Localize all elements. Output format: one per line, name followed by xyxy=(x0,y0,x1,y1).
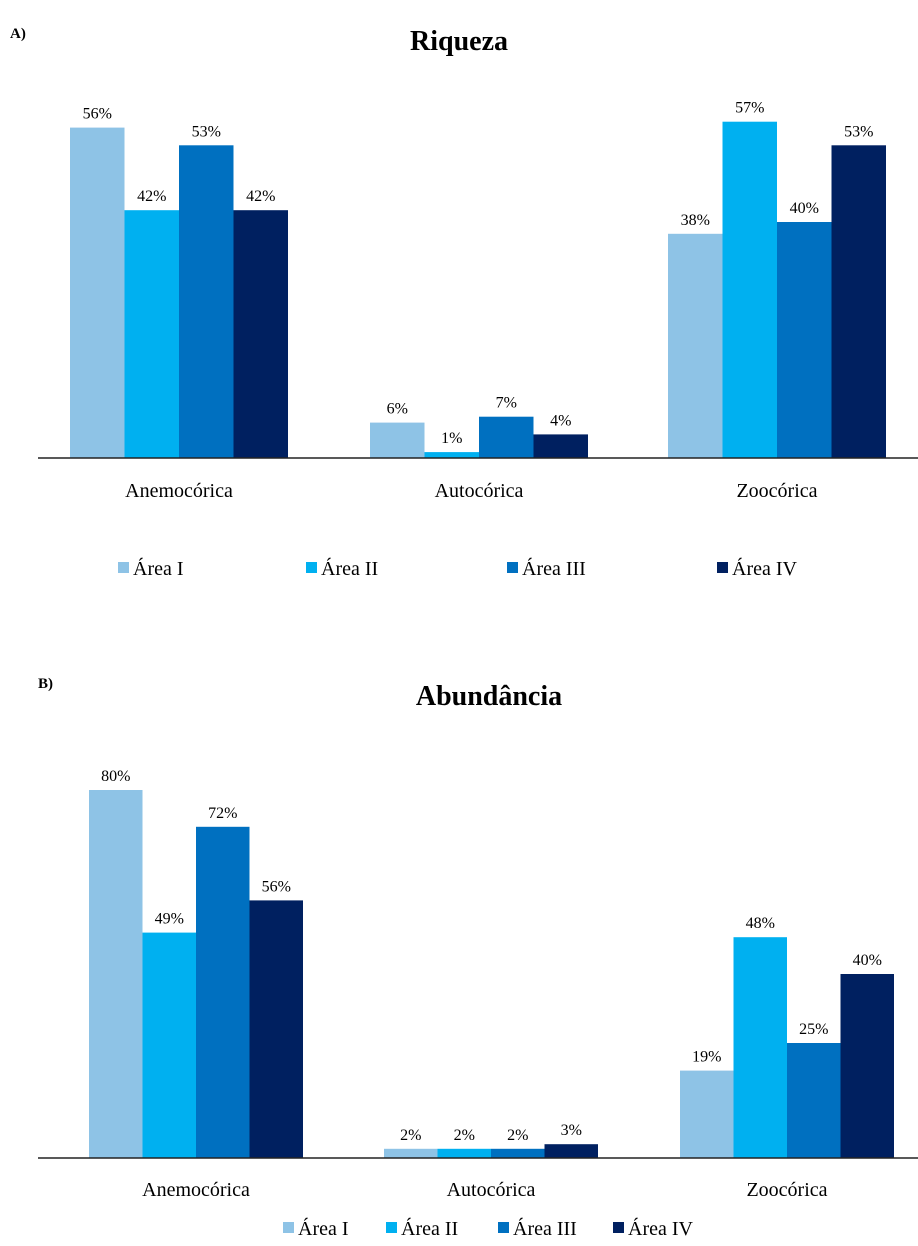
legend-swatch-area-iii xyxy=(498,1222,509,1233)
legend-label-area-ii: Área II xyxy=(321,557,378,580)
legend-swatch-area-iv xyxy=(613,1222,624,1233)
legend-label-area-i: Área I xyxy=(298,1217,349,1240)
bar-zoocorica-area-iv xyxy=(840,974,894,1158)
bar-anemocorica-area-iii xyxy=(196,826,250,1158)
value-label-zoocorica-area-ii: 57% xyxy=(735,100,764,117)
legend-label-area-iv: Área IV xyxy=(628,1217,694,1240)
legend-label-area-iv: Área IV xyxy=(732,557,798,580)
bars-riqueza xyxy=(70,121,886,459)
bar-autocorica-area-iii xyxy=(479,416,534,458)
value-label-anemocorica-area-ii: 42% xyxy=(137,188,166,205)
bar-anemocorica-area-ii xyxy=(124,210,179,458)
category-labels-riqueza: Anemocórica Autocórica Zoocórica xyxy=(125,480,818,502)
bar-anemocorica-area-i xyxy=(89,790,143,1158)
category-label-autocorica: Autocórica xyxy=(435,480,524,502)
category-label-anemocorica: Anemocórica xyxy=(142,1179,250,1201)
bar-anemocorica-area-iv xyxy=(233,210,288,458)
bar-autocorica-area-ii xyxy=(424,452,479,458)
bar-autocorica-area-iv xyxy=(533,434,588,458)
value-labels-abundancia: 80% 49% 72% 56% 2% 2% 2% 3% 19% 48% 25% 40% xyxy=(101,768,882,1144)
value-label-autocorica-area-ii: 2% xyxy=(454,1127,475,1144)
category-label-anemocorica: Anemocórica xyxy=(125,480,233,502)
bar-anemocorica-area-i xyxy=(70,127,125,458)
value-labels-riqueza: 56% 42% 53% 42% 6% 1% 7% 4% 38% 57% 40% 53% xyxy=(83,100,874,447)
value-label-anemocorica-area-i: 56% xyxy=(83,106,112,123)
bar-zoocorica-area-i xyxy=(680,1070,734,1158)
bar-zoocorica-area-ii xyxy=(733,937,787,1158)
category-label-zoocorica: Zoocórica xyxy=(736,480,817,502)
bar-anemocorica-area-iii xyxy=(179,145,234,459)
legend-swatch-area-iv xyxy=(717,562,728,573)
chart-riqueza: A) Riqueza 56% 42% 53% 42% 6% 1% 7% 4% 38% 57% 40%… xyxy=(10,26,918,580)
bar-autocorica-area-iv xyxy=(544,1144,598,1158)
value-label-zoocorica-area-i: 19% xyxy=(692,1049,721,1066)
value-label-zoocorica-area-ii: 48% xyxy=(746,915,775,932)
value-label-autocorica-area-i: 6% xyxy=(387,401,408,418)
value-label-anemocorica-area-ii: 49% xyxy=(155,911,184,928)
panel-label-a: A) xyxy=(10,26,26,42)
category-labels-abundancia: Anemocórica Autocórica Zoocórica xyxy=(142,1179,828,1201)
value-label-anemocorica-area-iii: 53% xyxy=(192,123,221,140)
category-label-autocorica: Autocórica xyxy=(447,1179,536,1201)
bars-abundancia xyxy=(89,790,894,1158)
bar-autocorica-area-i xyxy=(370,422,425,458)
legend-abundancia: Área I Área II Área III Área IV xyxy=(283,1217,694,1240)
chart-title-abundancia: Abundância xyxy=(416,681,562,712)
bar-zoocorica-area-i xyxy=(668,233,723,458)
value-label-zoocorica-area-iii: 25% xyxy=(799,1021,828,1038)
value-label-anemocorica-area-iv: 42% xyxy=(246,188,275,205)
legend-label-area-ii: Área II xyxy=(401,1217,458,1240)
bar-autocorica-area-i xyxy=(384,1148,438,1158)
bar-autocorica-area-ii xyxy=(437,1148,491,1158)
bar-zoocorica-area-iii xyxy=(787,1043,841,1158)
legend-swatch-area-ii xyxy=(306,562,317,573)
bar-anemocorica-area-iv xyxy=(249,900,303,1158)
legend-swatch-area-ii xyxy=(386,1222,397,1233)
chart-title-riqueza: Riqueza xyxy=(410,26,508,57)
value-label-autocorica-area-iv: 3% xyxy=(561,1122,582,1139)
panel-label-b: B) xyxy=(38,676,53,692)
legend-swatch-area-iii xyxy=(507,562,518,573)
value-label-zoocorica-area-iii: 40% xyxy=(790,200,819,217)
value-label-anemocorica-area-i: 80% xyxy=(101,768,130,785)
chart-abundancia: B) Abundância 80% 49% 72% 56% 2% 2% 2% 3% 19% 48%… xyxy=(38,676,918,1240)
legend-label-area-i: Área I xyxy=(133,557,184,580)
legend-swatch-area-i xyxy=(118,562,129,573)
legend-swatch-area-i xyxy=(283,1222,294,1233)
value-label-zoocorica-area-iv: 40% xyxy=(853,952,882,969)
bar-autocorica-area-iii xyxy=(491,1148,545,1158)
value-label-autocorica-area-iii: 2% xyxy=(507,1127,528,1144)
value-label-autocorica-area-iv: 4% xyxy=(550,412,571,429)
value-label-autocorica-area-i: 2% xyxy=(400,1127,421,1144)
bar-zoocorica-area-iii xyxy=(777,222,832,458)
value-label-zoocorica-area-iv: 53% xyxy=(844,123,873,140)
value-label-autocorica-area-iii: 7% xyxy=(496,395,517,412)
value-label-anemocorica-area-iii: 72% xyxy=(208,805,237,822)
bar-zoocorica-area-iv xyxy=(831,145,886,459)
category-label-zoocorica: Zoocórica xyxy=(746,1179,827,1201)
legend-label-area-iii: Área III xyxy=(513,1217,577,1240)
bar-anemocorica-area-ii xyxy=(142,932,196,1158)
value-label-anemocorica-area-iv: 56% xyxy=(262,878,291,895)
legend-label-area-iii: Área III xyxy=(522,557,586,580)
legend-riqueza: Área I Área II Área III Área IV xyxy=(118,557,798,580)
bar-zoocorica-area-ii xyxy=(722,121,777,458)
value-label-zoocorica-area-i: 38% xyxy=(681,212,710,229)
value-label-autocorica-area-ii: 1% xyxy=(441,430,462,447)
